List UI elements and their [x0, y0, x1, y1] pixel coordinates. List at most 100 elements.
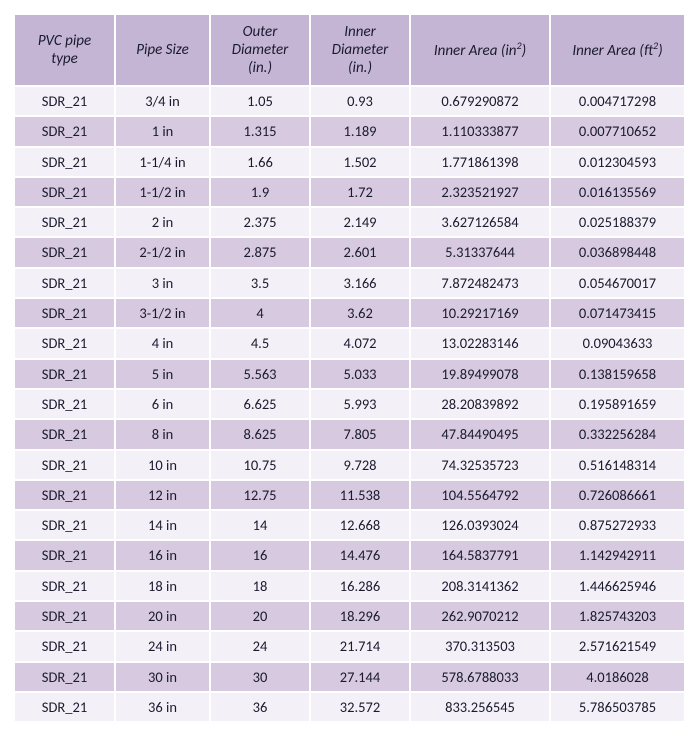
table-row: SDR_2110 in10.759.72874.325357230.516148…: [15, 450, 685, 480]
table-row: SDR_213/4 in1.050.930.6792908720.0047172…: [15, 86, 685, 116]
cell: 5.563: [210, 359, 310, 389]
cell: 30: [210, 662, 310, 692]
cell: 2.323521927: [410, 177, 550, 207]
cell: SDR_21: [15, 147, 115, 177]
cell: 1.502: [310, 147, 410, 177]
cell: 36 in: [115, 692, 210, 722]
cell: SDR_21: [15, 419, 115, 449]
cell: 8.625: [210, 419, 310, 449]
cell: 0.195891659: [550, 389, 685, 419]
cell: 27.144: [310, 662, 410, 692]
cell: 1.446625946: [550, 571, 685, 601]
cell: 19.89499078: [410, 359, 550, 389]
cell: 4 in: [115, 328, 210, 358]
cell: SDR_21: [15, 298, 115, 328]
cell: 13.02283146: [410, 328, 550, 358]
cell: SDR_21: [15, 177, 115, 207]
cell: 3.166: [310, 268, 410, 298]
cell: 3.62: [310, 298, 410, 328]
cell: SDR_21: [15, 540, 115, 570]
cell: 1 in: [115, 116, 210, 146]
cell: 2 in: [115, 207, 210, 237]
cell: SDR_21: [15, 237, 115, 267]
table-row: SDR_212 in2.3752.1493.6271265840.0251883…: [15, 207, 685, 237]
cell: 1.110333877: [410, 116, 550, 146]
cell: 6 in: [115, 389, 210, 419]
cell: 47.84490495: [410, 419, 550, 449]
cell: 20: [210, 601, 310, 631]
cell: SDR_21: [15, 510, 115, 540]
cell: SDR_21: [15, 601, 115, 631]
cell: 0.93: [310, 86, 410, 116]
cell: SDR_21: [15, 662, 115, 692]
cell: 36: [210, 692, 310, 722]
cell: 0.726086661: [550, 480, 685, 510]
cell: 370.313503: [410, 631, 550, 661]
cell: 5.993: [310, 389, 410, 419]
cell: 12 in: [115, 480, 210, 510]
cell: 30 in: [115, 662, 210, 692]
table-row: SDR_218 in8.6257.80547.844904950.3322562…: [15, 419, 685, 449]
table-row: SDR_213-1/2 in43.6210.292171690.07147341…: [15, 298, 685, 328]
cell: SDR_21: [15, 207, 115, 237]
cell: 1.9: [210, 177, 310, 207]
cell: 1.142942911: [550, 540, 685, 570]
col-header-0: PVC pipetype: [15, 15, 115, 86]
cell: 32.572: [310, 692, 410, 722]
cell: 74.32535723: [410, 450, 550, 480]
cell: 20 in: [115, 601, 210, 631]
cell: 126.0393024: [410, 510, 550, 540]
cell: 0.071473415: [550, 298, 685, 328]
cell: 5.033: [310, 359, 410, 389]
cell: 12.75: [210, 480, 310, 510]
cell: 24: [210, 631, 310, 661]
cell: 28.20839892: [410, 389, 550, 419]
col-header-4: Inner Area (in2): [410, 15, 550, 86]
cell: 10.75: [210, 450, 310, 480]
cell: 0.138159658: [550, 359, 685, 389]
cell: 0.004717298: [550, 86, 685, 116]
table-row: SDR_2118 in1816.286208.31413621.44662594…: [15, 571, 685, 601]
cell: 16 in: [115, 540, 210, 570]
cell: 18.296: [310, 601, 410, 631]
cell: 0.332256284: [550, 419, 685, 449]
table-row: SDR_2120 in2018.296262.90702121.82574320…: [15, 601, 685, 631]
cell: 3 in: [115, 268, 210, 298]
cell: 2.571621549: [550, 631, 685, 661]
cell: SDR_21: [15, 692, 115, 722]
cell: 104.5564792: [410, 480, 550, 510]
cell: SDR_21: [15, 480, 115, 510]
cell: 1.05: [210, 86, 310, 116]
cell: 7.872482473: [410, 268, 550, 298]
cell: 12.668: [310, 510, 410, 540]
table-row: SDR_2130 in3027.144578.67880334.0186028: [15, 662, 685, 692]
cell: 3.5: [210, 268, 310, 298]
table-row: SDR_211-1/2 in1.91.722.3235219270.016135…: [15, 177, 685, 207]
col-header-1: Pipe Size: [115, 15, 210, 86]
cell: 3-1/2 in: [115, 298, 210, 328]
table-row: SDR_214 in4.54.07213.022831460.09043633: [15, 328, 685, 358]
cell: 16: [210, 540, 310, 570]
cell: 3.627126584: [410, 207, 550, 237]
col-header-2: OuterDiameter(in.): [210, 15, 310, 86]
cell: 833.256545: [410, 692, 550, 722]
cell: 262.9070212: [410, 601, 550, 631]
table-row: SDR_212-1/2 in2.8752.6015.313376440.0368…: [15, 237, 685, 267]
cell: 1.189: [310, 116, 410, 146]
cell: SDR_21: [15, 328, 115, 358]
cell: 1-1/4 in: [115, 147, 210, 177]
table-header: PVC pipetypePipe SizeOuterDiameter(in.) I…: [15, 15, 685, 86]
cell: SDR_21: [15, 86, 115, 116]
cell: 208.3141362: [410, 571, 550, 601]
cell: 5.786503785: [550, 692, 685, 722]
cell: 1.315: [210, 116, 310, 146]
cell: 4.0186028: [550, 662, 685, 692]
cell: 2.875: [210, 237, 310, 267]
cell: 6.625: [210, 389, 310, 419]
table-row: SDR_2124 in2421.714370.3135032.571621549: [15, 631, 685, 661]
table-row: SDR_213 in3.53.1667.8724824730.054670017: [15, 268, 685, 298]
cell: 14.476: [310, 540, 410, 570]
table-row: SDR_215 in5.5635.03319.894990780.1381596…: [15, 359, 685, 389]
cell: 11.538: [310, 480, 410, 510]
cell: 14 in: [115, 510, 210, 540]
